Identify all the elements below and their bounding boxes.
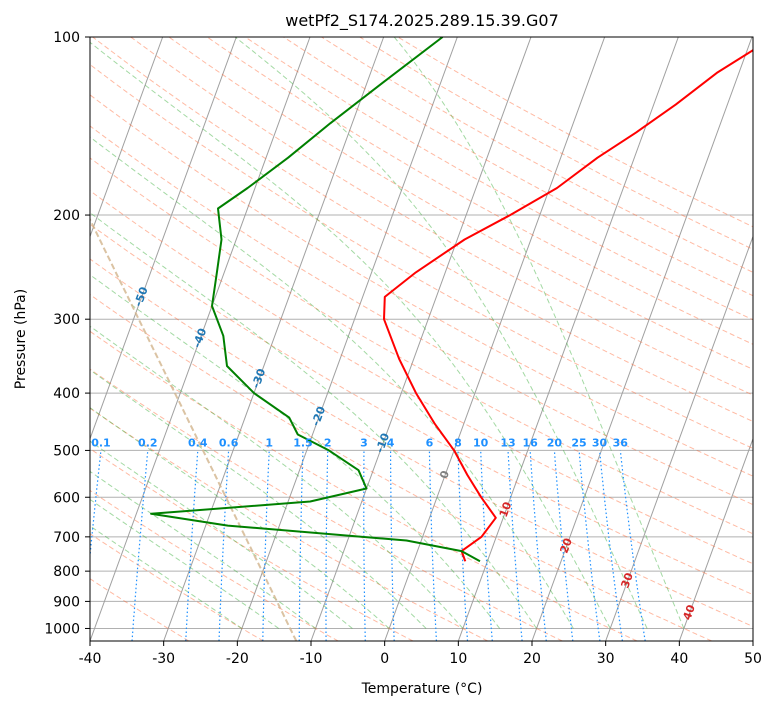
mixing-ratio-label: 36 [613, 436, 629, 449]
y-axis-label: Pressure (hPa) [13, 289, 29, 389]
isotherm-label: -10 [373, 431, 392, 454]
mixing-ratio-label: 3 [360, 436, 368, 449]
mixing-ratio-label: 0.6 [219, 436, 239, 449]
isotherm-label: 30 [618, 571, 636, 590]
mixing-ratio-label: 8 [454, 436, 462, 449]
mixing-ratio-line [620, 450, 645, 641]
dry-adiabat-line [0, 37, 562, 641]
dcz-curve-line [1, 37, 297, 641]
isotherm-label: -20 [309, 404, 328, 427]
mixing-ratio-line [579, 450, 600, 641]
moist-adiabat-line [0, 37, 316, 629]
mixing-ratio-label: 0.2 [138, 436, 158, 449]
mixing-ratio-label: 10 [473, 436, 489, 449]
y-tick-label: 200 [53, 208, 80, 224]
moist-adiabat-line [0, 37, 537, 629]
x-tick-label: 50 [744, 651, 762, 667]
moist-adiabat-line [235, 37, 647, 629]
dewpoint-profile-line [151, 37, 480, 561]
isotherm-label: 40 [680, 603, 698, 622]
x-tick-label: -10 [300, 651, 323, 667]
mixing-ratio-label: 2 [324, 436, 332, 449]
mixing-ratio-label: 20 [547, 436, 563, 449]
x-tick-label: 20 [523, 651, 541, 667]
isotherm-line [237, 37, 457, 641]
moist-adiabat-line [394, 37, 684, 629]
moist-adiabat-line [83, 37, 610, 629]
isotherm-line [606, 37, 775, 641]
moist-adiabat-line [0, 37, 279, 629]
y-tick-label: 600 [53, 490, 80, 506]
mixing-ratio-line [326, 450, 328, 641]
isotherm-line [679, 37, 775, 641]
isotherm-label: -70 [17, 196, 36, 219]
isotherm-label: -40 [190, 326, 209, 349]
mixing-ratio-label: 1.5 [293, 436, 313, 449]
x-tick-label: -20 [226, 651, 249, 667]
mixing-ratio-label: 25 [571, 436, 586, 449]
mixing-ratio-line [600, 450, 623, 641]
mixing-ratio-line [530, 450, 546, 641]
mixing-ratio-line [364, 450, 366, 641]
mixing-ratio-label: 13 [500, 436, 515, 449]
y-tick-label: 800 [53, 564, 80, 580]
mixing-ratio-line [263, 450, 269, 641]
y-tick-label: 900 [53, 594, 80, 610]
x-tick-label: 40 [670, 651, 688, 667]
mixing-ratio-line [132, 450, 148, 641]
dry-adiabat-line [54, 37, 775, 641]
mixing-ratio-line [186, 450, 198, 641]
x-tick-label: 10 [449, 651, 467, 667]
y-tick-label: 300 [53, 312, 80, 328]
isotherm-line [753, 37, 775, 641]
isotherm-line [385, 37, 605, 641]
mixing-ratio-line [391, 450, 395, 641]
mixing-ratio-line [481, 450, 493, 641]
isotherm-label: 0 [437, 469, 452, 481]
isotherm-label: 20 [557, 536, 575, 555]
mixing-ratio-line [82, 450, 101, 641]
x-tick-label: 30 [597, 651, 615, 667]
dry-adiabat-line [0, 37, 488, 641]
y-tick-label: 1000 [44, 621, 80, 637]
y-tick-label: 400 [53, 386, 80, 402]
dry-adiabat-line [0, 37, 637, 641]
x-axis-label: Temperature (°C) [361, 681, 483, 697]
y-tick-label: 500 [53, 443, 80, 459]
dry-adiabat-line [0, 37, 338, 641]
mixing-ratio-label: 0.4 [188, 436, 208, 449]
mixing-ratio-label: 6 [426, 436, 434, 449]
y-tick-label: 700 [53, 530, 80, 546]
mixing-ratio-label: 0.1 [91, 436, 111, 449]
dry-adiabat-line [283, 37, 775, 641]
chart-title: wetPf2_S174.2025.289.15.39.G07 [285, 11, 559, 31]
isotherm-label: -50 [132, 285, 151, 308]
mixing-ratio-line [458, 450, 468, 641]
isotherm-label: -30 [249, 367, 268, 390]
x-tick-label: -40 [79, 651, 102, 667]
mixing-ratio-label: 30 [592, 436, 608, 449]
mixing-ratio-label: 16 [522, 436, 538, 449]
y-tick-label: 100 [53, 30, 80, 46]
moist-adiabat-line [0, 37, 573, 629]
mixing-ratio-line [219, 450, 229, 641]
dry-adiabat-line [322, 37, 775, 641]
mixing-ratio-label: 1 [265, 436, 273, 449]
x-tick-label: 0 [380, 651, 389, 667]
dry-adiabat-line [0, 37, 712, 641]
x-tick-label: -30 [152, 651, 175, 667]
